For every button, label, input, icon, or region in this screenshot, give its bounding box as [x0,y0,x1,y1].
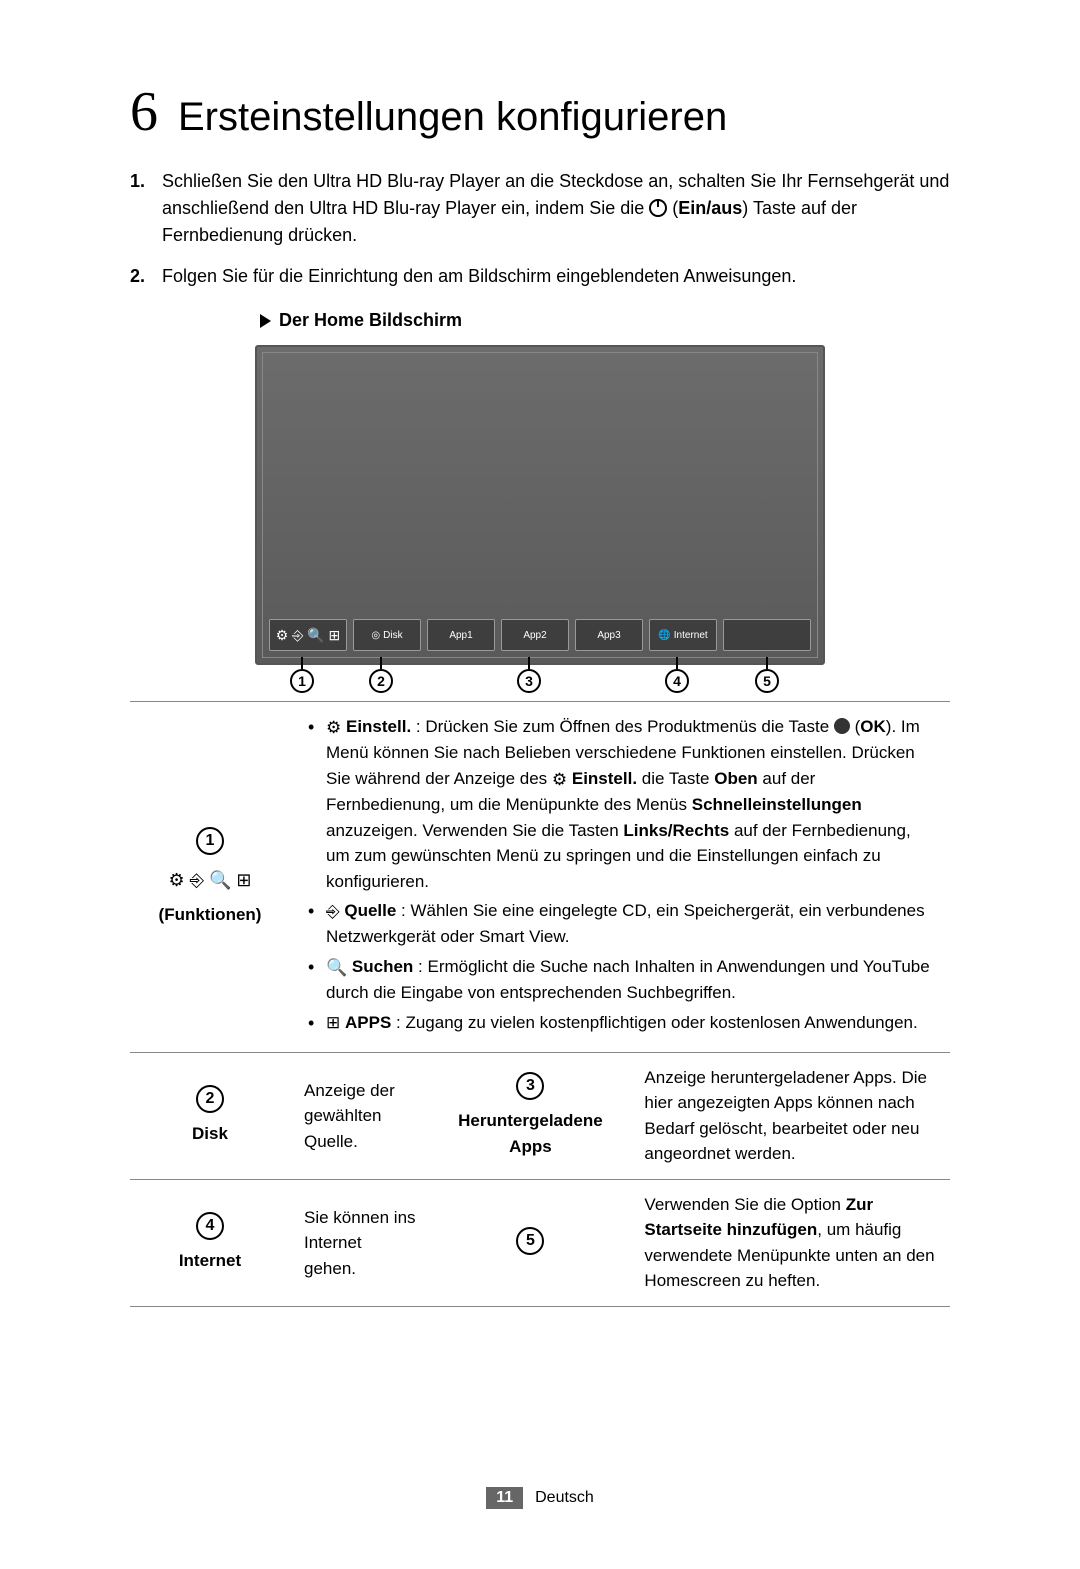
apps-icon: ⊞ [326,1010,340,1036]
dock-disk: ◎Disk [353,619,421,651]
ok-dot-icon [834,718,850,734]
row2-label-apps: Heruntergeladene Apps [444,1108,616,1159]
dock-internet: 🌐Internet [649,619,717,651]
gear-icon: ⚙ [326,715,341,741]
callouts-row: 1 2 3 4 5 [263,657,817,693]
row3-callout-5: 5 [516,1227,544,1255]
row2-desc-disk: Anzeige der gewählten Quelle. [290,1052,430,1179]
dock-bar: ⚙ ⎆ 🔍 ⊞ ◎Disk App1 App2 App3 🌐Internet [269,619,811,651]
row2-callout-2: 2 [196,1085,224,1113]
row2-label-disk: Disk [192,1121,228,1147]
callout-1: 1 [290,669,314,693]
section-heading: 6 Ersteinstellungen konfigurieren [130,80,950,144]
gear-icon-2: ⚙ [552,767,567,793]
row3-desc-5: Verwenden Sie die Option Zur Startseite … [630,1179,950,1306]
search-icon: 🔍 [326,955,347,981]
step-2-num: 2. [130,263,150,290]
page-footer: 11 Deutsch [130,1487,950,1509]
callout-2: 2 [369,669,393,693]
table-row-3: 4 Internet Sie können ins Internet gehen… [130,1179,950,1306]
row2-desc-apps: Anzeige heruntergeladener Apps. Die hier… [630,1052,950,1179]
screen-subheading: Der Home Bildschirm [260,310,950,331]
bullet-quelle: ⎆ Quelle : Wählen Sie eine eingelegte CD… [304,898,936,950]
reference-table: 1 ⚙ ⎆ 🔍 ⊞ (Funktionen) ⚙ Einstell. : Drü… [130,701,950,1307]
section-title-text: Ersteinstellungen konfigurieren [178,95,727,140]
bullet-suchen: 🔍 Suchen : Ermöglicht die Suche nach Inh… [304,954,936,1006]
table-row-1: 1 ⚙ ⎆ 🔍 ⊞ (Funktionen) ⚙ Einstell. : Drü… [130,702,950,1053]
tv-screenshot: ⚙ ⎆ 🔍 ⊞ ◎Disk App1 App2 App3 🌐Internet 1… [130,345,950,665]
step-list: 1. Schließen Sie den Ultra HD Blu-ray Pl… [130,168,950,290]
page-number: 11 [486,1487,523,1509]
dock-functions: ⚙ ⎆ 🔍 ⊞ [269,619,347,651]
step-2: 2. Folgen Sie für die Einrichtung den am… [130,263,950,290]
step-2-body: Folgen Sie für die Einrichtung den am Bi… [162,263,950,290]
row2-callout-3: 3 [516,1072,544,1100]
callout-4: 4 [665,669,689,693]
row1-label: (Funktionen) [159,902,262,928]
bullet-einstell: ⚙ Einstell. : Drücken Sie zum Öffnen des… [304,714,936,894]
table-row-2: 2 Disk Anzeige der gewählten Quelle. 3 H… [130,1052,950,1179]
dock-app1: App1 [427,619,495,651]
row3-desc-internet: Sie können ins Internet gehen. [290,1179,430,1306]
row1-bullets: ⚙ Einstell. : Drücken Sie zum Öffnen des… [304,714,936,1036]
step-1-num: 1. [130,168,150,249]
callout-5: 5 [755,669,779,693]
power-icon [649,199,667,217]
row1-icons: ⚙ ⎆ 🔍 ⊞ [168,867,251,894]
row1-callout: 1 [196,827,224,855]
dock-app3: App3 [575,619,643,651]
dock-app2: App2 [501,619,569,651]
callout-3: 3 [517,669,541,693]
step-1: 1. Schließen Sie den Ultra HD Blu-ray Pl… [130,168,950,249]
triangle-icon [260,314,271,328]
source-icon: ⎆ [326,899,340,925]
dock-empty [723,619,811,651]
bullet-apps: ⊞ APPS : Zugang zu vielen kostenpflichti… [304,1010,936,1036]
row3-label-internet: Internet [179,1248,241,1274]
row3-callout-4: 4 [196,1212,224,1240]
section-number: 6 [130,80,158,144]
step-1-body: Schließen Sie den Ultra HD Blu-ray Playe… [162,168,950,249]
footer-lang: Deutsch [535,1489,594,1507]
